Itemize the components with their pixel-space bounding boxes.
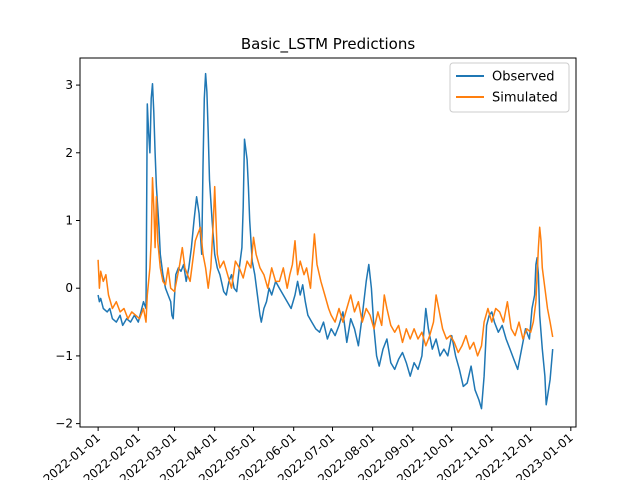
y-tick-label: −2 [55,417,73,431]
axes-frame [79,57,577,428]
legend: Observed Simulated [449,62,570,113]
series-line-observed [97,72,554,410]
legend-label-simulated: Simulated [492,91,558,106]
x-axis: 2022-01-012022-02-012022-03-012022-04-01… [41,427,576,480]
y-axis: −2 −1 0 1 2 3 [55,78,80,431]
y-tick-label: 2 [65,146,73,160]
y-tick-label: −1 [55,349,73,363]
plot-area [97,72,554,410]
y-tick-label: 0 [65,281,73,295]
chart-title: Basic_LSTM Predictions [241,35,415,54]
legend-label-observed: Observed [492,70,555,85]
y-tick-label: 1 [65,213,73,227]
y-tick-label: 3 [65,78,73,92]
series-line-simulated [97,177,554,357]
